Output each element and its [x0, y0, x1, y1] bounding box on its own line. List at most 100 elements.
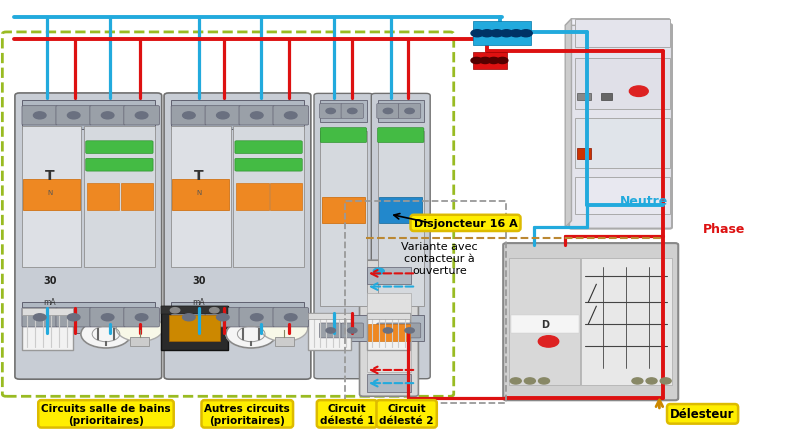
Text: Circuit
délesté 1: Circuit délesté 1	[319, 403, 374, 425]
FancyBboxPatch shape	[575, 59, 670, 110]
Circle shape	[101, 314, 114, 321]
FancyBboxPatch shape	[319, 104, 342, 119]
Circle shape	[261, 315, 308, 342]
FancyBboxPatch shape	[235, 141, 302, 154]
FancyBboxPatch shape	[22, 101, 155, 129]
FancyBboxPatch shape	[511, 315, 579, 333]
Circle shape	[68, 314, 80, 321]
Circle shape	[630, 87, 648, 97]
FancyBboxPatch shape	[377, 104, 399, 119]
Text: D: D	[541, 319, 549, 329]
FancyBboxPatch shape	[367, 313, 410, 350]
FancyBboxPatch shape	[367, 374, 411, 392]
FancyBboxPatch shape	[473, 22, 531, 46]
Circle shape	[646, 378, 657, 384]
FancyBboxPatch shape	[171, 302, 304, 333]
FancyBboxPatch shape	[56, 106, 91, 126]
Circle shape	[524, 378, 535, 384]
Circle shape	[250, 113, 263, 120]
Text: N: N	[47, 190, 53, 196]
Circle shape	[170, 308, 180, 313]
Circle shape	[217, 314, 229, 321]
Circle shape	[632, 378, 643, 384]
FancyBboxPatch shape	[236, 184, 268, 210]
FancyBboxPatch shape	[601, 94, 612, 101]
Circle shape	[405, 328, 414, 333]
FancyBboxPatch shape	[86, 159, 153, 172]
Circle shape	[510, 31, 523, 38]
FancyBboxPatch shape	[273, 308, 309, 327]
FancyBboxPatch shape	[319, 323, 342, 338]
FancyBboxPatch shape	[398, 104, 421, 119]
Circle shape	[660, 378, 671, 384]
FancyBboxPatch shape	[367, 313, 410, 320]
FancyBboxPatch shape	[577, 94, 591, 101]
FancyBboxPatch shape	[171, 101, 304, 129]
FancyBboxPatch shape	[171, 106, 206, 126]
FancyBboxPatch shape	[124, 308, 159, 327]
FancyBboxPatch shape	[341, 323, 363, 338]
Circle shape	[284, 314, 297, 321]
Circle shape	[34, 314, 46, 321]
FancyBboxPatch shape	[367, 267, 411, 285]
FancyBboxPatch shape	[124, 106, 159, 126]
FancyBboxPatch shape	[378, 315, 424, 342]
FancyBboxPatch shape	[15, 94, 162, 379]
Circle shape	[348, 109, 357, 114]
Circle shape	[480, 31, 493, 38]
Circle shape	[34, 113, 46, 120]
Text: Délesteur: Délesteur	[670, 407, 735, 420]
Text: 30: 30	[43, 276, 57, 285]
FancyBboxPatch shape	[367, 293, 411, 372]
FancyBboxPatch shape	[569, 25, 672, 229]
FancyBboxPatch shape	[22, 308, 57, 327]
FancyBboxPatch shape	[84, 127, 155, 267]
FancyBboxPatch shape	[575, 118, 670, 169]
FancyBboxPatch shape	[581, 258, 672, 385]
FancyBboxPatch shape	[378, 128, 424, 143]
Circle shape	[348, 328, 357, 333]
Circle shape	[326, 328, 335, 333]
FancyBboxPatch shape	[22, 106, 57, 126]
FancyBboxPatch shape	[308, 313, 351, 320]
Circle shape	[471, 31, 484, 38]
FancyBboxPatch shape	[21, 309, 72, 315]
FancyBboxPatch shape	[233, 127, 304, 267]
FancyBboxPatch shape	[56, 308, 91, 327]
Circle shape	[101, 113, 114, 120]
Circle shape	[488, 58, 499, 64]
Circle shape	[226, 320, 276, 348]
Circle shape	[471, 58, 482, 64]
FancyBboxPatch shape	[22, 127, 82, 267]
FancyBboxPatch shape	[379, 197, 422, 223]
Circle shape	[210, 308, 219, 313]
FancyBboxPatch shape	[273, 106, 309, 126]
FancyBboxPatch shape	[235, 159, 302, 172]
FancyBboxPatch shape	[577, 149, 591, 160]
FancyBboxPatch shape	[503, 244, 678, 400]
FancyBboxPatch shape	[320, 131, 367, 307]
FancyBboxPatch shape	[320, 315, 367, 342]
Circle shape	[383, 328, 392, 333]
Circle shape	[510, 378, 521, 384]
FancyBboxPatch shape	[205, 106, 240, 126]
FancyBboxPatch shape	[378, 131, 424, 307]
Text: Disjoncteur 16 A: Disjoncteur 16 A	[414, 219, 517, 228]
Circle shape	[539, 378, 549, 384]
FancyBboxPatch shape	[89, 308, 126, 327]
FancyBboxPatch shape	[89, 106, 126, 126]
Text: Circuits salle de bains
(prioritaires): Circuits salle de bains (prioritaires)	[41, 403, 171, 425]
FancyBboxPatch shape	[308, 313, 351, 350]
FancyBboxPatch shape	[368, 324, 410, 342]
Circle shape	[135, 314, 148, 321]
FancyBboxPatch shape	[509, 258, 580, 385]
FancyBboxPatch shape	[270, 184, 302, 210]
FancyBboxPatch shape	[23, 180, 80, 210]
Circle shape	[183, 113, 195, 120]
Text: Neutre: Neutre	[620, 195, 668, 208]
Text: mA: mA	[192, 298, 206, 307]
FancyBboxPatch shape	[162, 307, 228, 350]
Polygon shape	[565, 20, 670, 26]
FancyBboxPatch shape	[205, 308, 240, 327]
FancyBboxPatch shape	[169, 315, 220, 342]
